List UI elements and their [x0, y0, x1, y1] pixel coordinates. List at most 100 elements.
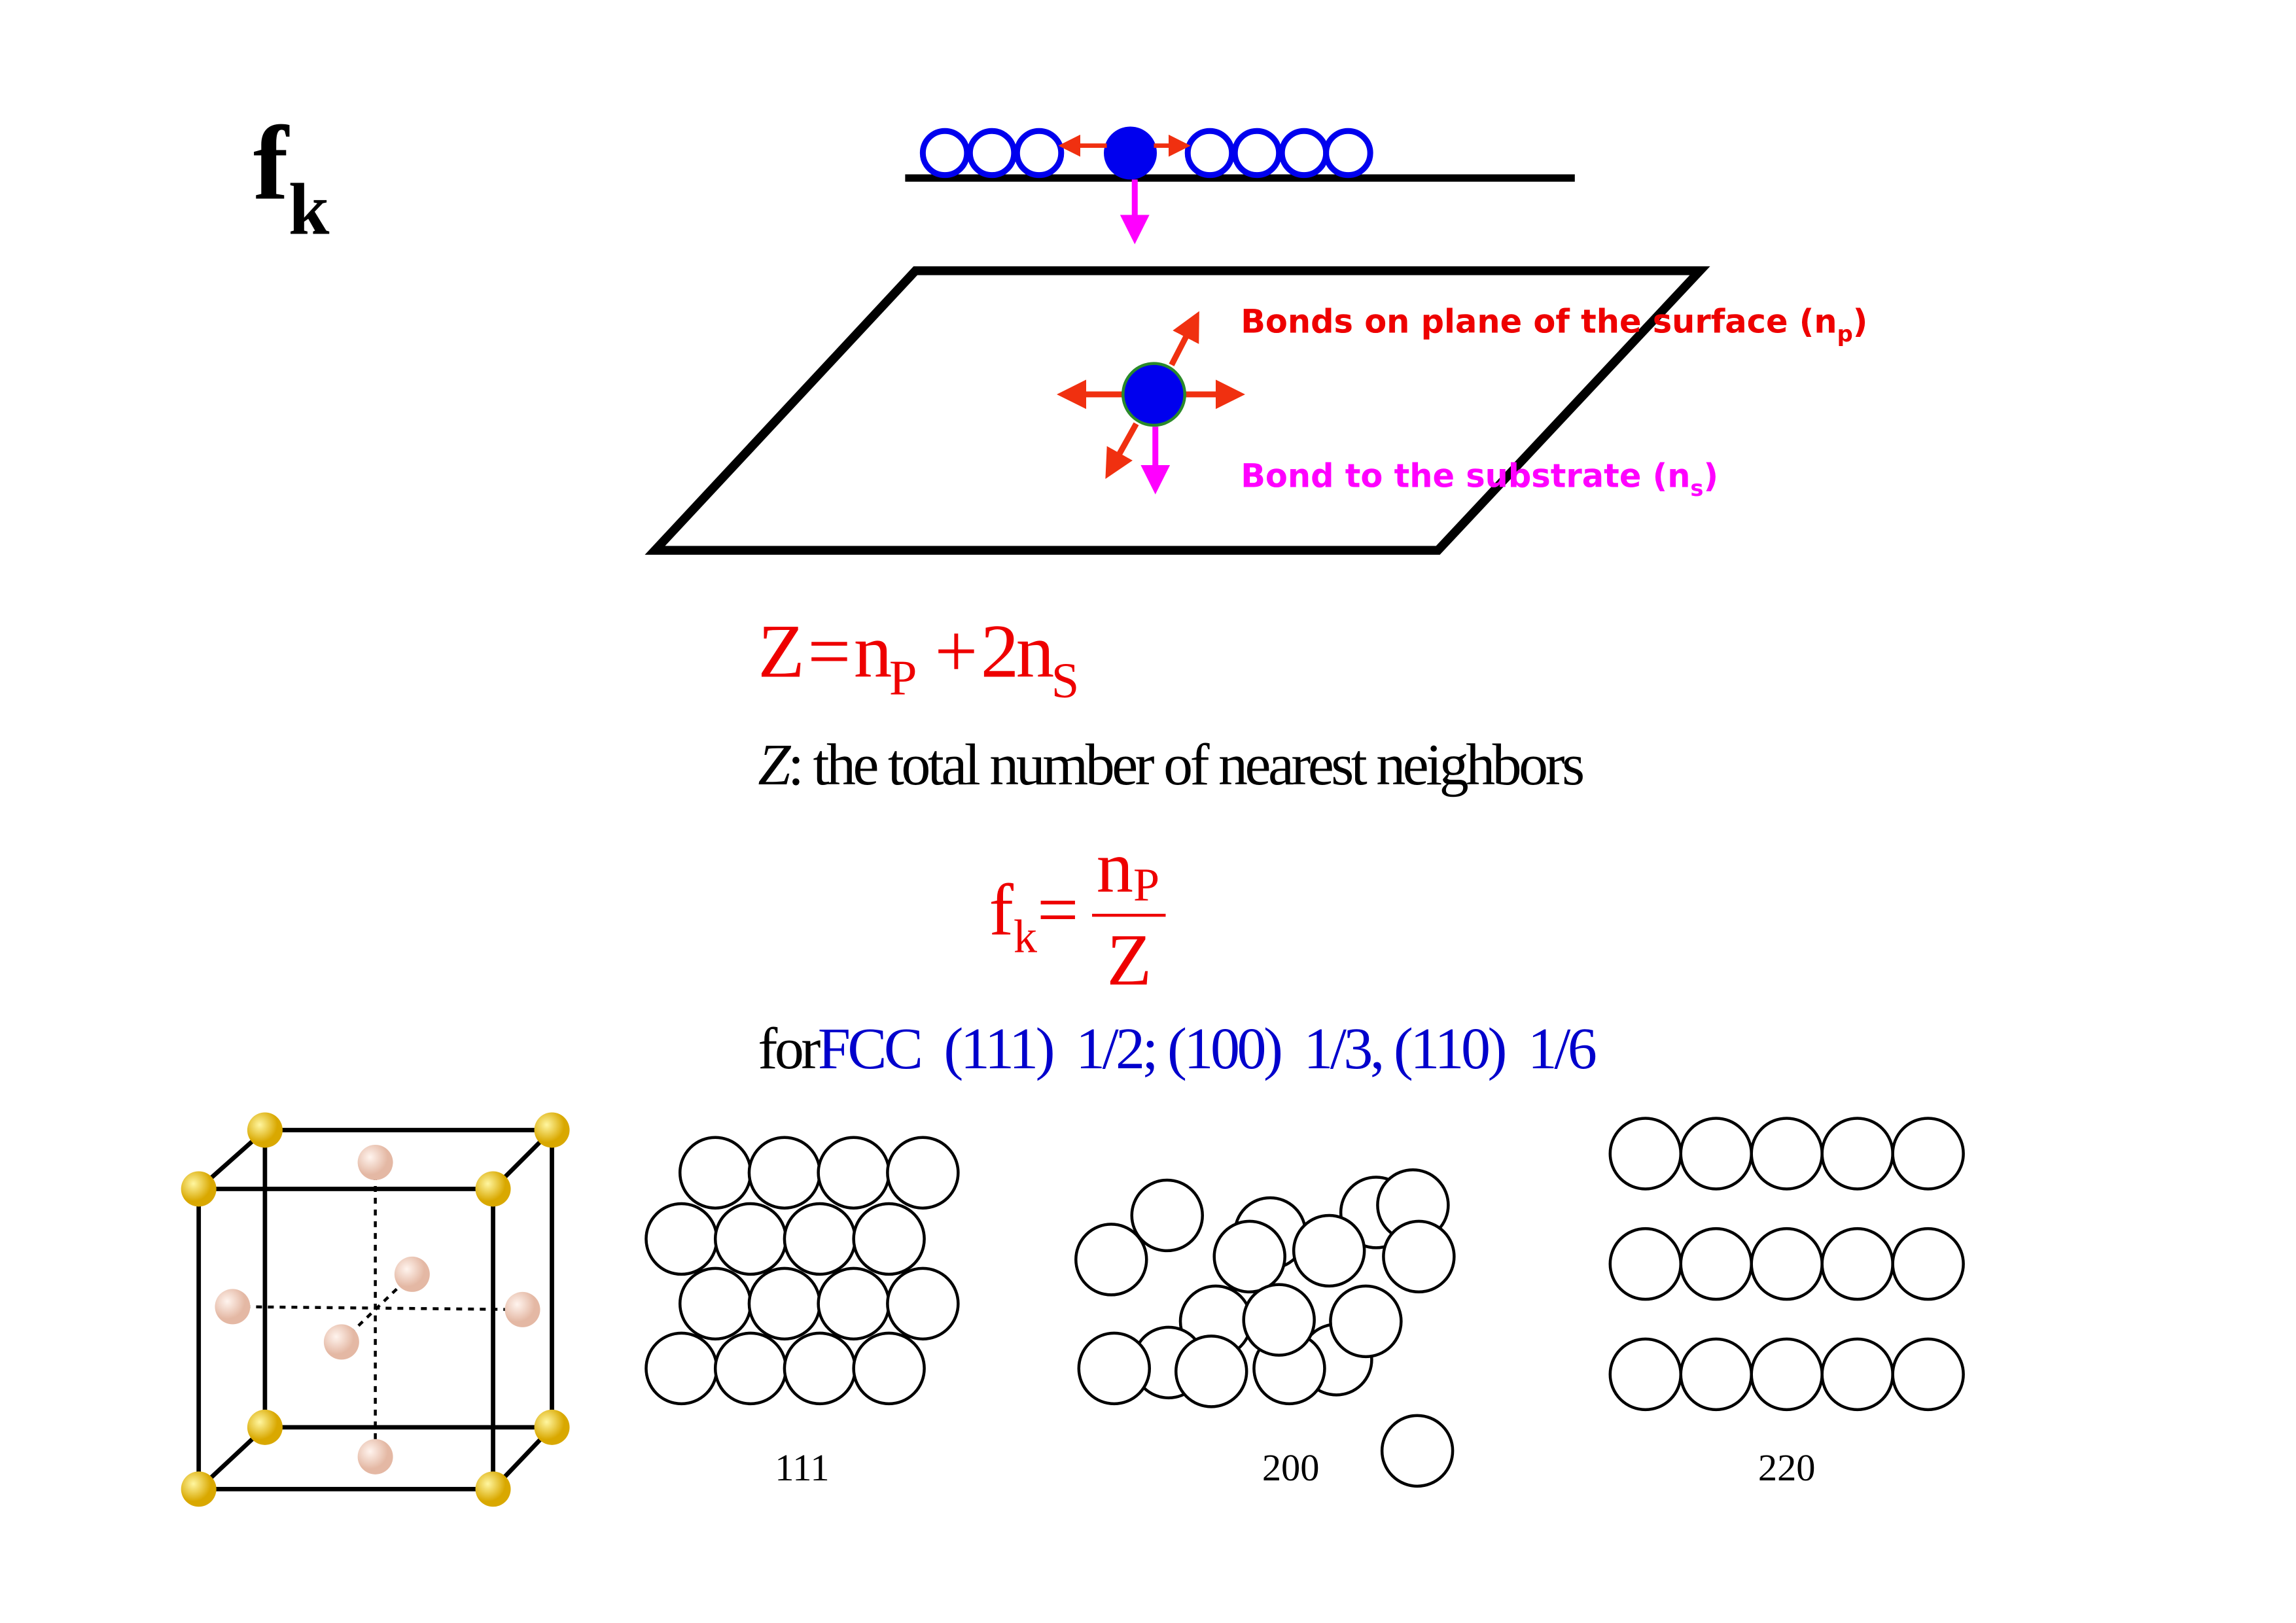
- atom-220: [1820, 1117, 1894, 1191]
- substrate-label: Bond to the substrate (ns): [1241, 457, 1718, 501]
- label-text: Bond to the substrate (n: [1241, 457, 1690, 495]
- atom-111: [713, 1331, 788, 1406]
- atom-200: [1174, 1335, 1248, 1408]
- label-text: Bonds on plane of the surface (n: [1241, 302, 1837, 340]
- corner-atom: [181, 1171, 217, 1207]
- atom-220: [1679, 1117, 1753, 1191]
- eq-part: Z: [758, 610, 802, 694]
- atom-220: [1820, 1227, 1894, 1301]
- fcc-line: forFCC (111) 1/2; (100) 1/3, (110) 1/6: [758, 1017, 1595, 1081]
- label-end: ): [1704, 457, 1719, 495]
- atom-200: [1130, 1178, 1204, 1253]
- title-main: f: [253, 105, 290, 222]
- atom-200: [1380, 1414, 1455, 1488]
- atom-220: [1750, 1117, 1824, 1191]
- atom-220: [1750, 1337, 1824, 1412]
- plane-patterns: [645, 1117, 1965, 1488]
- fcc-text: FCC (111) 1/2; (100) 1/3, (110) 1/6: [818, 1017, 1596, 1081]
- corner-atom: [534, 1112, 570, 1148]
- fk-part: k: [1014, 910, 1037, 962]
- atom-200: [1292, 1213, 1366, 1288]
- fk-part: f: [989, 869, 1014, 951]
- corner-atom: [534, 1409, 570, 1445]
- label-sub: p: [1837, 321, 1853, 347]
- atom-220: [1608, 1117, 1683, 1191]
- atom-220: [1750, 1227, 1824, 1301]
- atom-111: [678, 1136, 752, 1210]
- fk-part: n: [1097, 827, 1133, 908]
- equation: Z = nP +2nS: [758, 610, 1076, 708]
- surface-atom: [1184, 128, 1235, 179]
- adatom: [1104, 126, 1157, 180]
- definition: Z: the total number of nearest neighbors: [758, 733, 1583, 797]
- atom-111: [783, 1202, 857, 1276]
- atom-111: [747, 1136, 822, 1210]
- fk-part: =: [1037, 869, 1078, 951]
- eq-part: +: [934, 610, 974, 694]
- atom-200: [1074, 1223, 1148, 1297]
- atom-200: [1212, 1219, 1286, 1294]
- atom-200: [1077, 1331, 1151, 1406]
- plane-label: Bonds on plane of the surface (np): [1241, 302, 1867, 346]
- atom-111: [852, 1331, 926, 1406]
- atom-200: [1329, 1284, 1403, 1359]
- atom-220: [1608, 1337, 1683, 1412]
- eq-part: =: [807, 610, 847, 694]
- fcc-cube: [181, 1112, 570, 1507]
- atom: [1122, 362, 1186, 427]
- corner-atom: [247, 1112, 283, 1148]
- def-symbol: Z: [758, 733, 791, 797]
- atom-111: [713, 1202, 788, 1276]
- face-atom: [394, 1256, 430, 1292]
- face-atom: [357, 1144, 393, 1180]
- atom-220: [1891, 1117, 1965, 1191]
- face-atom: [357, 1439, 393, 1475]
- label-sub: s: [1690, 476, 1703, 501]
- plane-label: 220: [1758, 1446, 1816, 1489]
- atom-111: [852, 1202, 926, 1276]
- atom-111: [817, 1266, 891, 1341]
- plane: [645, 266, 1710, 555]
- fk-part: P: [1133, 859, 1159, 911]
- def-text: : the total number of nearest neighbors: [788, 733, 1583, 797]
- title-sub: k: [289, 169, 330, 251]
- eq-part: S: [1051, 653, 1076, 708]
- eq-part: n: [854, 610, 891, 694]
- atom-220: [1820, 1337, 1894, 1412]
- atom-111: [645, 1331, 718, 1406]
- corner-atom: [181, 1471, 217, 1507]
- fcc-lead: for: [758, 1017, 821, 1081]
- atom-111: [747, 1266, 822, 1341]
- corner-atom: [475, 1171, 511, 1207]
- eq-part: P: [889, 650, 915, 706]
- atom-220: [1891, 1227, 1965, 1301]
- fk-num: nP: [1097, 827, 1159, 911]
- atom-111: [645, 1202, 718, 1276]
- label-end: ): [1853, 302, 1868, 340]
- surface-atom: [966, 128, 1017, 179]
- face-atom: [504, 1291, 540, 1327]
- atom-111: [817, 1136, 891, 1210]
- atom-111: [783, 1331, 857, 1406]
- atom-200: [1382, 1219, 1456, 1294]
- surface-atom: [1323, 128, 1373, 179]
- surface-atom: [1231, 128, 1282, 179]
- atom-111: [886, 1136, 960, 1210]
- title: fk: [253, 105, 330, 251]
- bond-arrows: [1057, 311, 1245, 480]
- atom-111: [886, 1266, 960, 1341]
- corner-atom: [475, 1471, 511, 1507]
- surface-atom: [1279, 128, 1330, 179]
- atom-220: [1891, 1337, 1965, 1412]
- atom-220: [1679, 1227, 1753, 1301]
- face-atom: [323, 1324, 359, 1360]
- atom-220: [1608, 1227, 1683, 1301]
- fk-den: Z: [1107, 920, 1152, 1001]
- fk-lhs: fk=: [989, 869, 1079, 962]
- atom-220: [1679, 1337, 1753, 1412]
- surface-atom: [919, 128, 970, 179]
- atom-200: [1242, 1283, 1316, 1357]
- atom-111: [678, 1266, 752, 1341]
